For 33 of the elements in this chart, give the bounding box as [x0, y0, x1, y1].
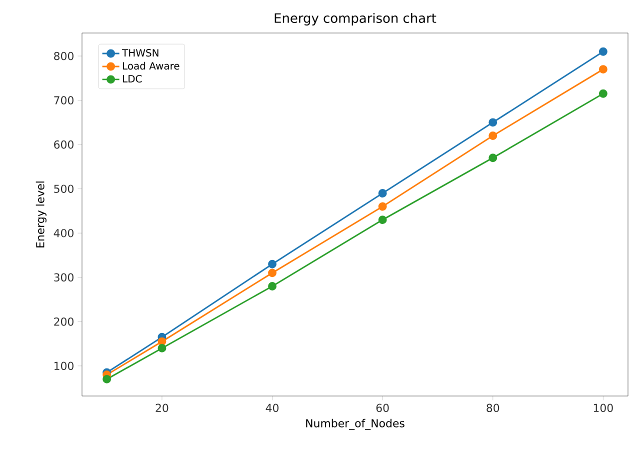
x-tick-label: 80 [486, 404, 500, 412]
y-tick-label: 400 [54, 228, 74, 238]
x-tick-label: 60 [376, 404, 389, 412]
x-tick-label: 100 [594, 404, 613, 412]
y-tick-label: 600 [54, 140, 74, 149]
point [488, 154, 498, 162]
x-axis-title: Number_of_Nodes [306, 418, 404, 430]
y-tick-label: 100 [54, 362, 74, 370]
legend-label: LDC [123, 74, 142, 83]
point [488, 118, 498, 127]
x-tick-label: 20 [156, 404, 168, 412]
point [378, 189, 387, 198]
y-tick-label: 300 [54, 273, 74, 282]
y-axis-title: Energy level [36, 182, 46, 248]
point [598, 65, 608, 74]
y-tick-label: 500 [54, 184, 74, 193]
y-tick-label: 700 [54, 96, 74, 104]
point [268, 268, 277, 278]
x-tick-label: 40 [266, 404, 279, 412]
point [102, 374, 112, 384]
point [268, 282, 277, 290]
point [378, 216, 387, 224]
point [598, 89, 608, 98]
point [158, 344, 166, 352]
point [268, 260, 277, 268]
y-tick-label: 800 [54, 52, 74, 60]
point [598, 47, 608, 56]
y-tick-label: 200 [54, 317, 74, 326]
point [488, 131, 498, 140]
legend-label: THWSN [122, 49, 158, 57]
point [378, 202, 387, 211]
chart-title: Energy comparison chart [274, 12, 436, 26]
legend-label: Load Aware [123, 62, 180, 70]
